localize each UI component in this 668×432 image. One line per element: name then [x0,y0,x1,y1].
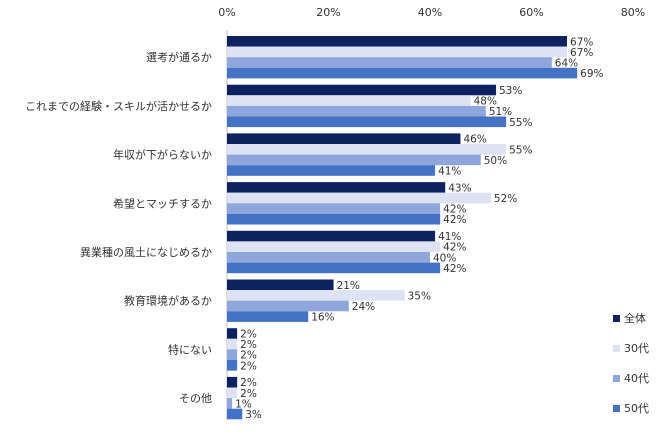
legend-label: 30代 [624,342,649,355]
data-label: 48% [474,96,497,108]
bar [227,241,441,252]
category-label: その他 [179,392,212,405]
data-label: 43% [448,182,471,194]
data-label: 16% [311,312,334,324]
bar [227,57,552,68]
bar [227,328,238,339]
legend-swatch [613,345,620,352]
bar [227,36,568,47]
category-label: これまでの経験・スキルが活かせるか [25,99,212,113]
bar [227,165,436,176]
data-label: 3% [245,409,262,421]
bar [227,144,507,155]
bar [227,67,578,79]
data-label: 2% [240,329,257,341]
bar [227,290,405,301]
bar [227,349,238,360]
data-label: 42% [443,204,466,216]
bar [227,133,461,144]
data-label: 53% [499,85,522,97]
bar [227,230,436,242]
bar [227,262,441,274]
bar [227,408,243,420]
data-label: 21% [337,280,360,292]
bar [227,338,238,350]
data-label: 67% [570,47,593,59]
x-tick-label: 0% [218,6,235,19]
data-label: 42% [443,263,466,275]
x-tick-label: 60% [519,6,543,19]
bar [227,398,233,409]
bar [227,300,349,312]
legend-swatch [613,405,620,412]
category-label: 年収が下がらないか [113,148,212,162]
bar [227,192,491,204]
bar [227,279,334,291]
bars [227,36,578,420]
data-label: 2% [240,377,257,389]
legend-swatch [613,375,620,382]
bar [227,387,238,399]
category-labels: 選考が通るかこれまでの経験・スキルが活かせるか年収が下がらないか希望とマッチする… [25,50,212,405]
data-label: 64% [555,58,578,70]
data-label: 2% [240,339,257,351]
legend-label: 50代 [624,402,649,415]
bar [227,46,568,58]
bar [227,182,446,193]
data-label: 40% [433,252,456,264]
data-label: 67% [570,36,593,48]
data-label: 42% [443,242,466,254]
data-label: 50% [484,155,507,167]
bar [227,203,441,214]
data-label: 35% [408,290,431,302]
data-label: 41% [438,231,461,243]
category-label: 異業種の風土になじめるか [80,245,212,259]
data-label: 46% [463,134,486,146]
data-label: 42% [443,214,466,226]
bar [227,116,507,128]
bar [227,376,238,388]
data-label: 2% [240,388,257,400]
data-label: 51% [489,106,512,118]
bar [227,154,481,166]
category-label: 特にない [168,342,212,356]
data-label: 69% [580,68,603,80]
data-label: 52% [494,193,517,205]
legend-label: 40代 [624,372,649,385]
bar [227,311,309,322]
data-label: 2% [240,360,257,372]
legend-swatch [613,315,620,322]
x-tick-label: 80% [621,6,645,19]
bar [227,95,471,106]
x-tick-label: 20% [316,6,340,19]
bar [227,252,430,263]
data-label: 55% [509,117,532,129]
data-label: 2% [240,350,257,362]
data-label: 24% [352,301,375,313]
x-tick-label: 40% [418,6,442,19]
bar [227,84,496,96]
category-label: 選考が通るか [146,50,212,64]
category-label: 希望とマッチするか [113,196,212,210]
bar [227,213,441,225]
data-label: 1% [235,398,252,410]
bar [227,360,238,371]
category-label: 教育環境があるか [124,294,212,308]
data-label: 55% [509,144,532,156]
bar [227,105,486,117]
value-labels: 67%67%64%69%53%48%51%55%46%55%50%41%43%5… [235,36,603,421]
legend: 全体 30代 40代 50代 [613,311,649,415]
data-label: 41% [438,166,461,178]
legend-label: 全体 [624,311,646,325]
